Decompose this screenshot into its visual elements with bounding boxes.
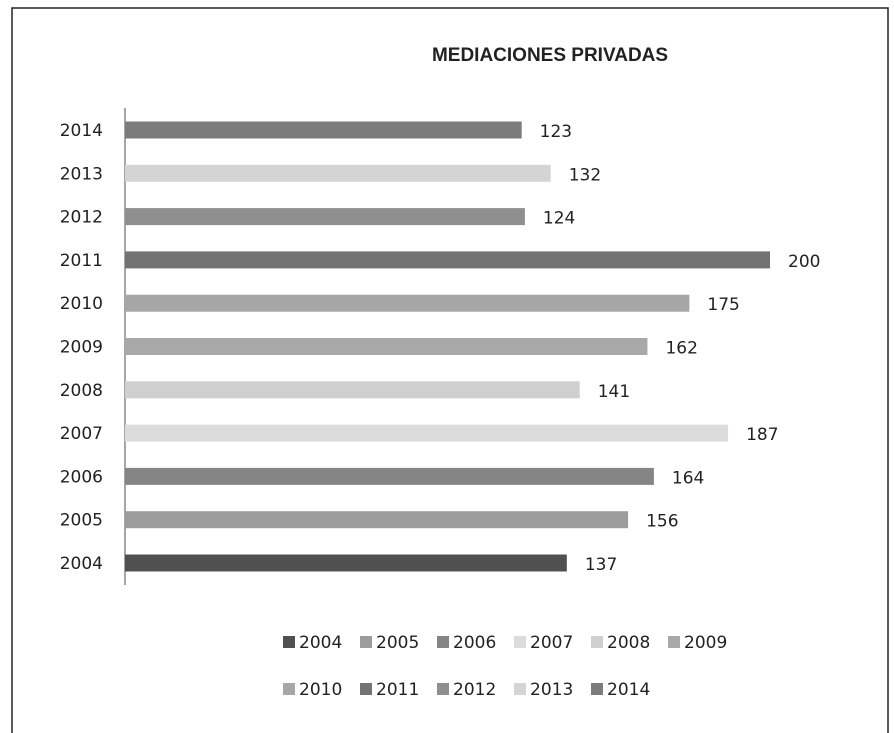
legend-swatch xyxy=(283,683,295,695)
data-label: 200 xyxy=(788,252,820,272)
legend-swatch xyxy=(283,636,295,648)
legend-label: 2007 xyxy=(530,633,573,653)
legend-label: 2005 xyxy=(376,633,419,653)
legend-label: 2014 xyxy=(607,680,650,700)
data-label: 175 xyxy=(707,295,739,315)
legend-label: 2009 xyxy=(684,633,727,653)
legend-swatch xyxy=(668,636,680,648)
legend-swatch xyxy=(437,636,449,648)
data-label: 156 xyxy=(646,512,678,532)
data-label: 141 xyxy=(598,382,630,402)
legend-label: 2010 xyxy=(299,680,342,700)
legend-label: 2011 xyxy=(376,680,419,700)
data-label: 164 xyxy=(672,468,704,488)
bar xyxy=(125,554,567,572)
y-tick-label: 2010 xyxy=(60,294,103,314)
data-label: 132 xyxy=(569,165,601,185)
y-tick-label: 2011 xyxy=(60,251,103,271)
bar xyxy=(125,164,551,182)
legend-label: 2012 xyxy=(453,680,496,700)
legend-swatch xyxy=(591,636,603,648)
legend-swatch xyxy=(514,636,526,648)
y-tick-label: 2007 xyxy=(60,424,103,444)
bar xyxy=(125,294,690,312)
legend-swatch xyxy=(360,636,372,648)
data-label: 137 xyxy=(585,555,617,575)
data-label: 187 xyxy=(746,425,778,445)
data-label: 124 xyxy=(543,209,575,229)
bar xyxy=(125,511,629,529)
y-tick-label: 2004 xyxy=(60,554,103,574)
chart-title: MEDIACIONES PRIVADAS xyxy=(432,45,668,66)
legend-label: 2006 xyxy=(453,633,496,653)
y-tick-label: 2006 xyxy=(60,467,103,487)
legend-label: 2004 xyxy=(299,633,342,653)
legend-label: 2013 xyxy=(530,680,573,700)
y-tick-label: 2012 xyxy=(60,208,103,228)
legend-swatch xyxy=(591,683,603,695)
y-tick-label: 2005 xyxy=(60,511,103,531)
y-tick-label: 2008 xyxy=(60,381,103,401)
frame xyxy=(11,7,889,733)
bar xyxy=(125,381,580,399)
bar xyxy=(125,208,525,226)
legend-label: 2008 xyxy=(607,633,650,653)
legend-swatch xyxy=(514,683,526,695)
y-tick-label: 2009 xyxy=(60,338,103,358)
bar xyxy=(125,338,648,355)
bar xyxy=(125,121,522,139)
data-label: 123 xyxy=(540,122,572,142)
bar xyxy=(125,424,729,442)
legend-swatch xyxy=(437,683,449,695)
y-tick-label: 2014 xyxy=(60,121,103,141)
bar xyxy=(125,251,770,269)
y-tick-label: 2013 xyxy=(60,164,103,184)
bar xyxy=(125,467,654,485)
legend-swatch xyxy=(360,683,372,695)
data-label: 162 xyxy=(665,339,697,359)
